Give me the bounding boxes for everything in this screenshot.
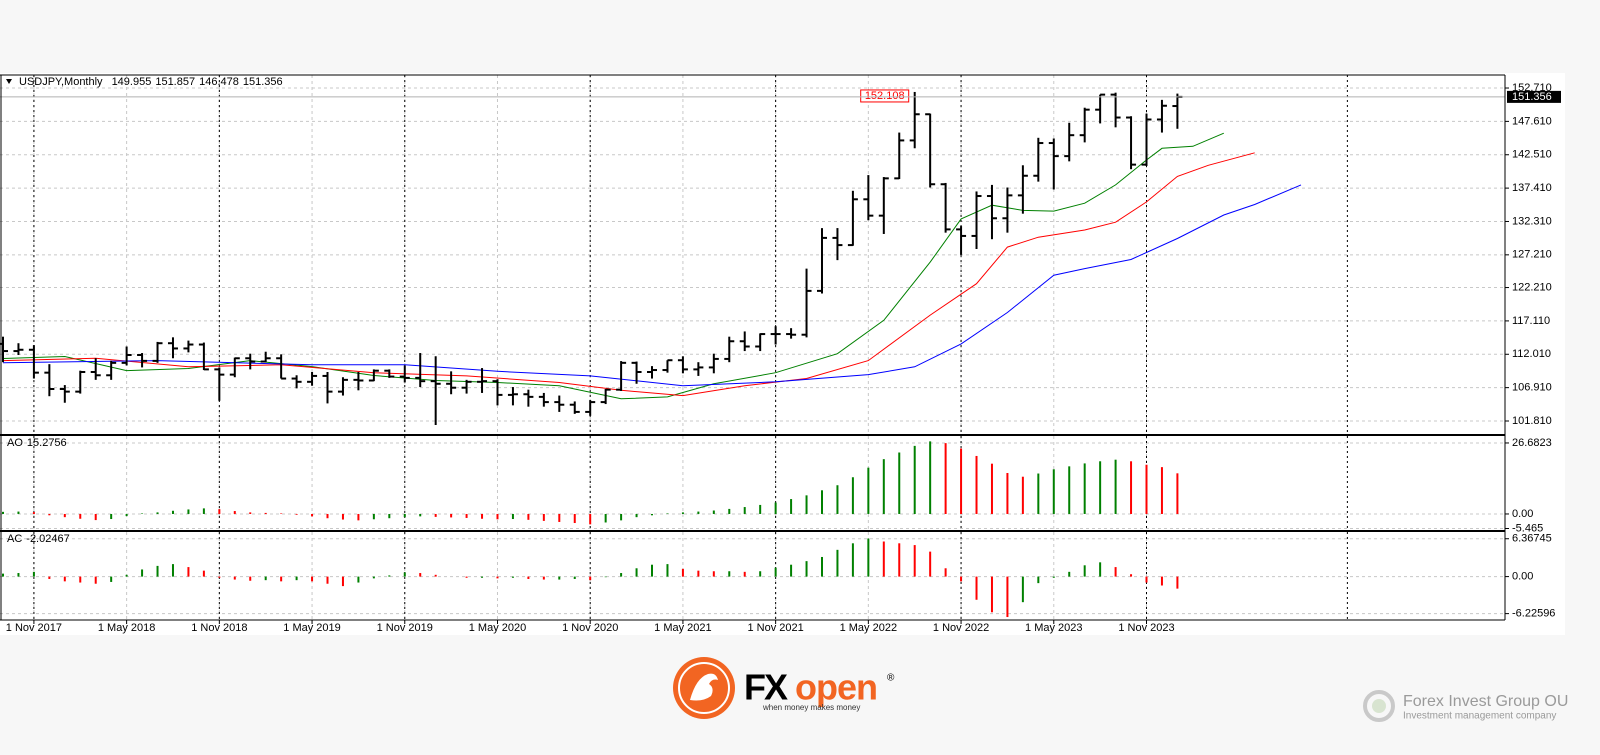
x-tick-label: 1 May 2023 <box>1025 622 1082 634</box>
x-tick-label: 1 May 2022 <box>840 622 897 634</box>
ao-value: 15.2756 <box>27 437 67 449</box>
company-icon <box>1363 690 1395 722</box>
y-tick-label: 26.6823 <box>1512 437 1552 449</box>
close: 151.356 <box>243 76 283 88</box>
y-tick-label: -5.465 <box>1512 522 1543 534</box>
low: 146.478 <box>199 76 239 88</box>
company-mark: Forex Invest Group OU Investment managem… <box>1363 690 1568 722</box>
y-tick-label: 132.310 <box>1512 215 1552 227</box>
y-tick-label: 0.00 <box>1512 508 1533 520</box>
x-tick-label: 1 May 2021 <box>654 622 711 634</box>
high-label-box <box>860 89 910 103</box>
open: 149.955 <box>112 76 152 88</box>
brand-open: open <box>795 667 877 708</box>
x-tick-label: 1 Nov 2022 <box>933 622 989 634</box>
y-tick-label: 127.210 <box>1512 249 1552 261</box>
high: 151.857 <box>155 76 195 88</box>
moving-average <box>2 132 1224 400</box>
logo-ring <box>678 662 730 714</box>
ao-header: AO 15.2756 <box>7 437 67 449</box>
tagline: when money makes money <box>762 703 860 712</box>
y-tick-label: 101.810 <box>1512 415 1552 427</box>
brand-fx: FX <box>744 667 788 708</box>
ac-header: AC -2.02467 <box>7 533 70 545</box>
y-tick-label: 147.610 <box>1512 115 1552 127</box>
company-name: Forex Invest Group OU <box>1403 693 1568 710</box>
high-label: 152.108 <box>865 90 905 102</box>
company-icon-core <box>1372 699 1386 713</box>
ac-value: -2.02467 <box>26 533 69 545</box>
x-tick-label: 1 Nov 2017 <box>6 622 62 634</box>
x-tick-label: 1 Nov 2019 <box>377 622 433 634</box>
y-tick-label: 106.910 <box>1512 382 1552 394</box>
chart-header: USDJPY,Monthly 149.955 151.857 146.478 151.3… <box>19 76 283 88</box>
x-tick-label: 1 May 2018 <box>98 622 155 634</box>
x-tick-label: 1 May 2019 <box>283 622 340 634</box>
last-price-tag <box>1507 90 1561 103</box>
x-tick-label: 1 Nov 2021 <box>748 622 804 634</box>
moving-average <box>2 152 1255 397</box>
y-tick-label: 142.510 <box>1512 149 1552 161</box>
y-tick-label: 137.410 <box>1512 182 1552 194</box>
menu-triangle <box>6 79 12 84</box>
last-price-label: 151.356 <box>1512 91 1552 103</box>
ac-title: AC <box>7 533 22 545</box>
y-tick-label: 122.210 <box>1512 281 1552 293</box>
x-tick-label: 1 Nov 2023 <box>1118 622 1174 634</box>
x-tick-label: 1 May 2020 <box>469 622 526 634</box>
x-tick-label: 1 Nov 2020 <box>562 622 618 634</box>
company-sub: Investment management company <box>1403 711 1556 722</box>
y-tick-label: -6.22596 <box>1512 608 1555 620</box>
registered: ® <box>887 673 895 684</box>
moving-average <box>2 184 1302 387</box>
y-tick-label: 6.36745 <box>1512 533 1552 545</box>
ao-title: AO <box>7 437 23 449</box>
logo-dragon <box>690 673 718 701</box>
chart-area: 152.710147.610142.510137.410132.310127.2… <box>0 74 1561 634</box>
y-tick-label: 112.010 <box>1512 348 1551 360</box>
fxopen-logo: FX open ® when money makes money <box>673 657 895 719</box>
x-tick-label: 1 Nov 2018 <box>191 622 247 634</box>
y-tick-label: 0.00 <box>1512 571 1533 583</box>
symbol: USDJPY,Monthly <box>19 76 103 88</box>
y-tick-label: 117.110 <box>1512 315 1550 327</box>
